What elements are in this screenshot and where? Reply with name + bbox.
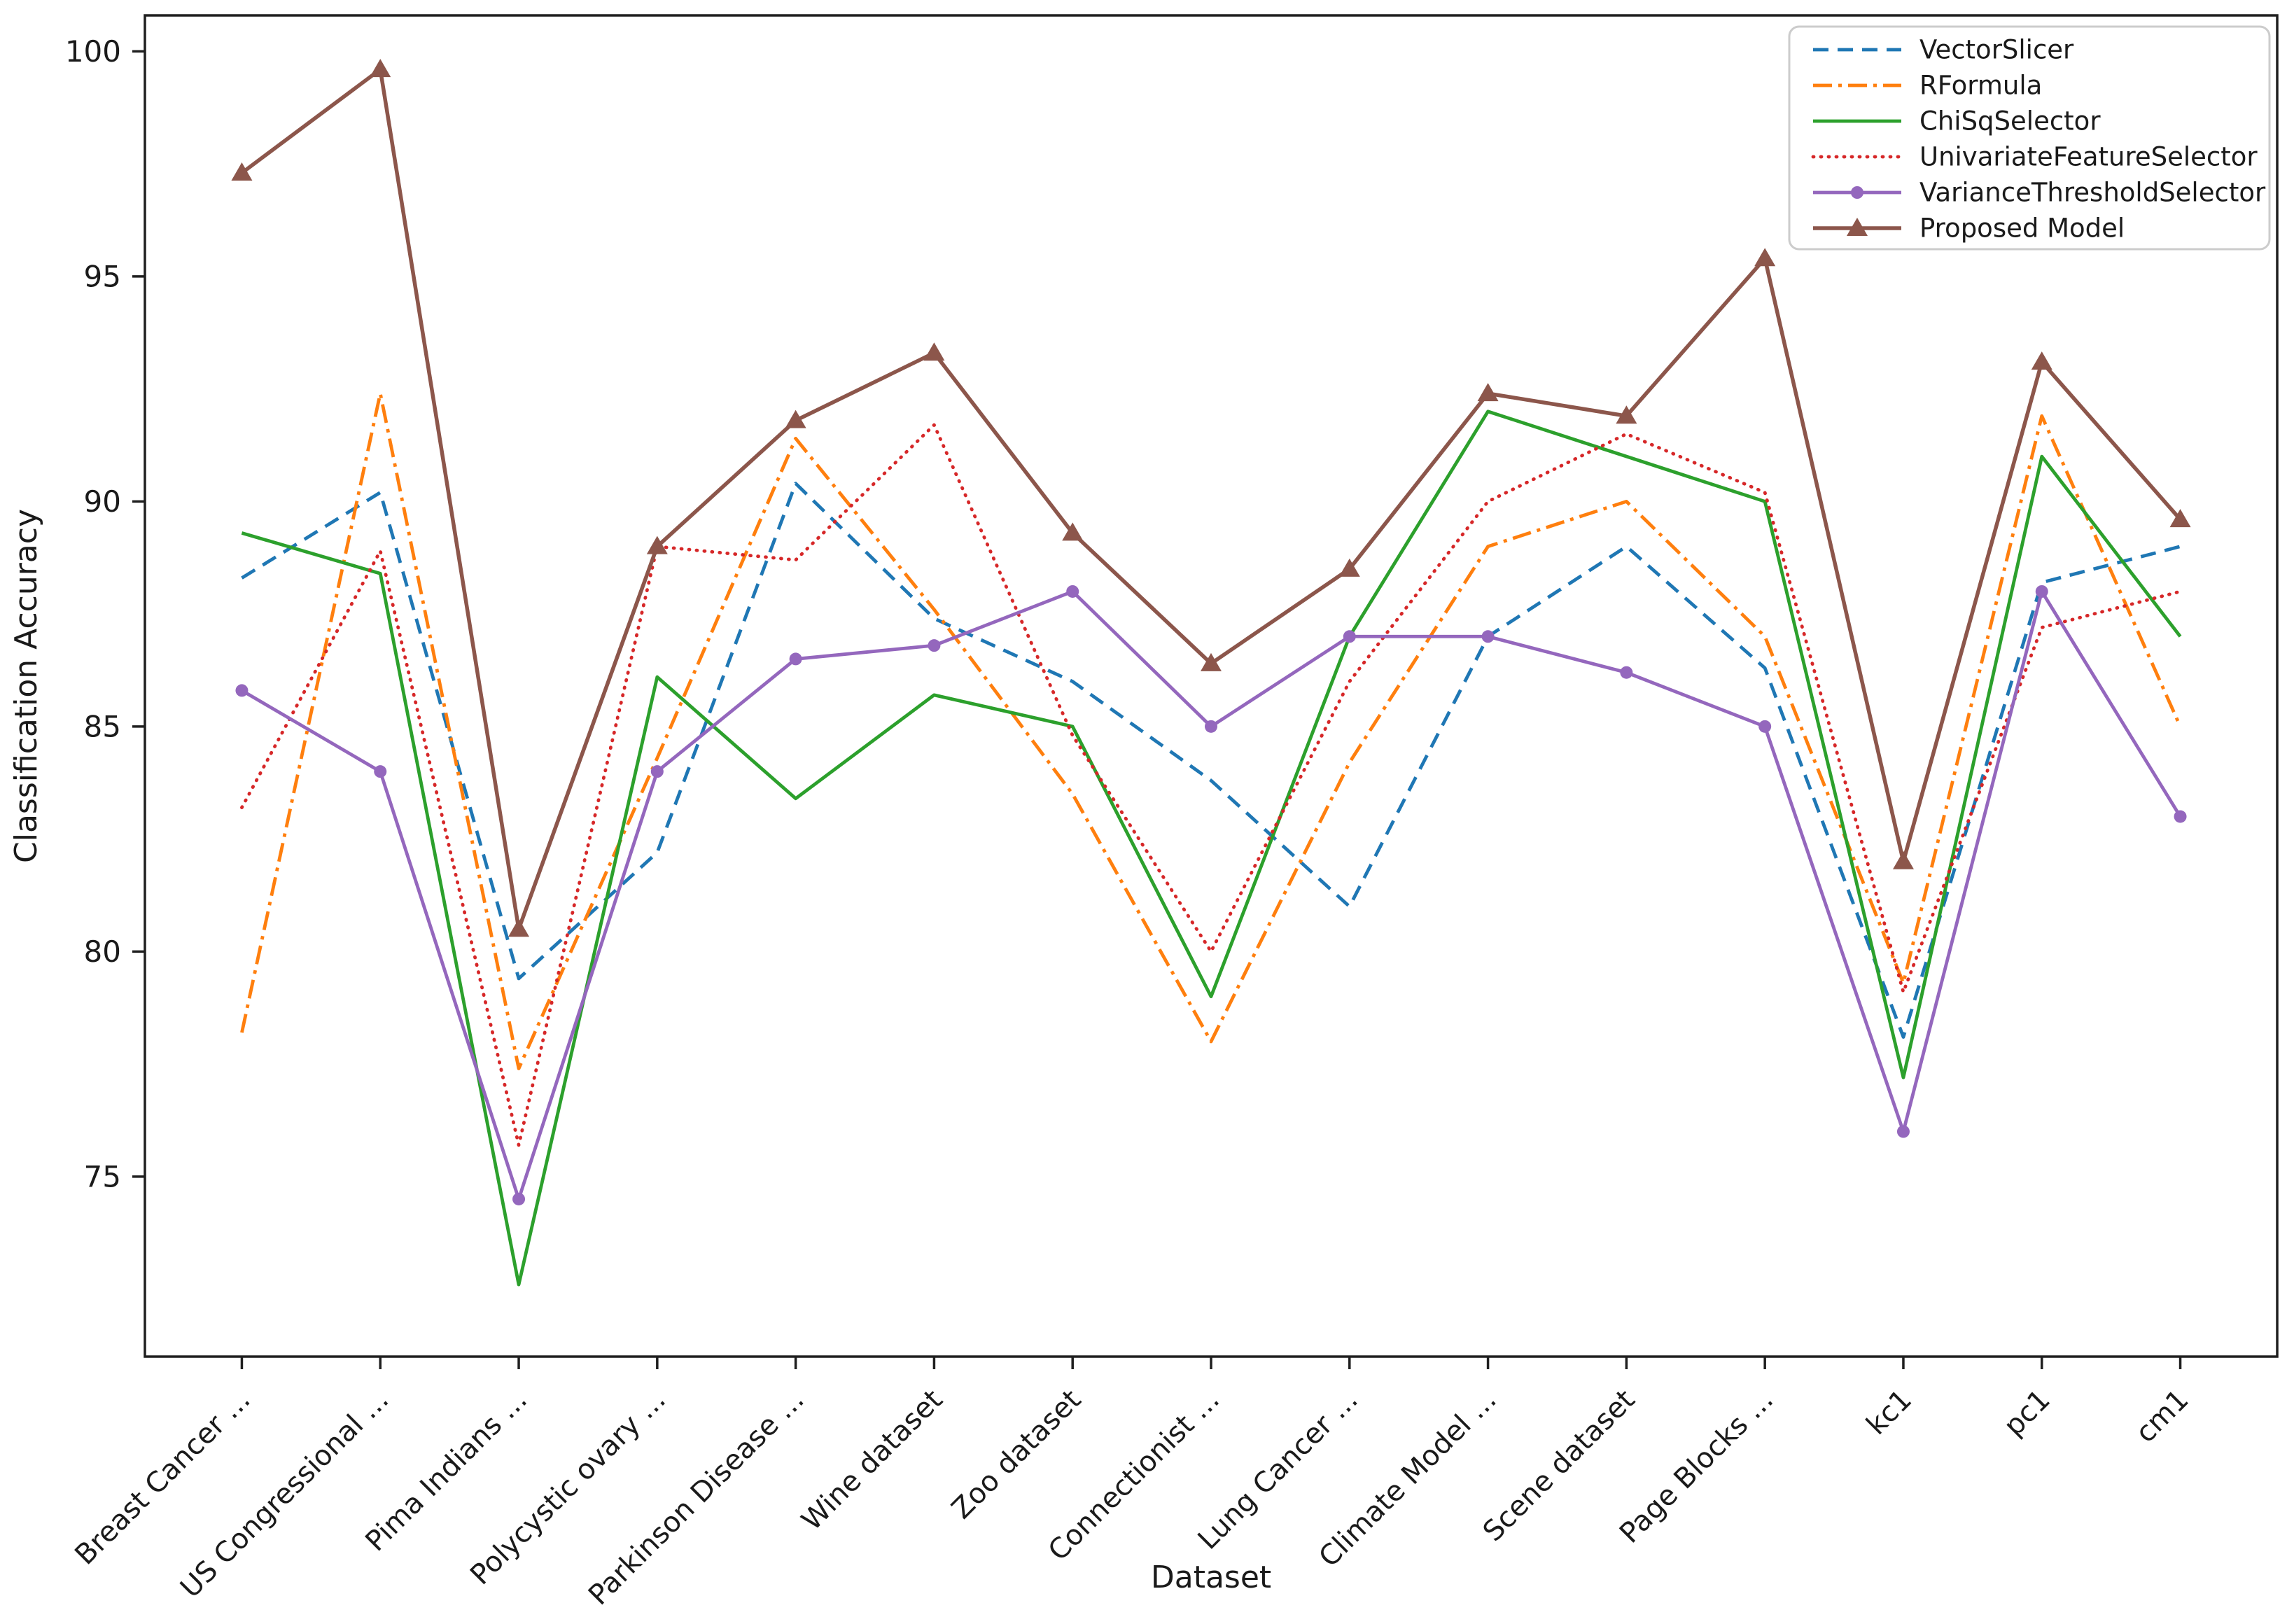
- series-line-UnivariateFeatureSelector: [240, 423, 2182, 1147]
- series-marker-VarianceThresholdSelector: [1896, 1125, 1910, 1138]
- series-marker-VarianceThresholdSelector: [1620, 666, 1633, 679]
- series-marker-VarianceThresholdSelector: [1066, 584, 1079, 598]
- legend-box: [1788, 25, 2271, 251]
- y-tick-label: 75: [84, 1159, 121, 1194]
- series-marker-VarianceThresholdSelector: [1343, 630, 1356, 643]
- legend-item-label: Proposed Model: [1919, 214, 2125, 244]
- series-marker-Proposed Model: [923, 342, 945, 361]
- x-axis-title: Dataset: [1151, 1560, 1271, 1595]
- series-marker-VarianceThresholdSelector: [1758, 720, 1772, 733]
- series-marker-VarianceThresholdSelector: [235, 684, 249, 697]
- series-marker-Proposed Model: [1338, 558, 1360, 577]
- series-marker-VarianceThresholdSelector: [928, 639, 941, 652]
- series-marker-Proposed Model: [1754, 248, 1776, 267]
- y-tick-label: 95: [84, 259, 121, 293]
- series-marker-VarianceThresholdSelector: [512, 1192, 526, 1205]
- y-tick-label: 100: [65, 34, 121, 69]
- series-marker-Proposed Model: [1477, 383, 1499, 402]
- legend-item-label: VarianceThresholdSelector: [1919, 178, 2266, 208]
- series-line-VectorSlicer: [241, 482, 2181, 1039]
- series-marker-Proposed Model: [370, 59, 391, 78]
- y-tick-label: 85: [84, 709, 121, 743]
- series-line-ChiSqSelector: [241, 410, 2182, 1287]
- legend-item-label: VectorSlicer: [1919, 35, 2074, 65]
- legend-sample-marker-Proposed Model: [1847, 218, 1868, 236]
- series-marker-VarianceThresholdSelector: [789, 652, 802, 666]
- series-marker-Proposed Model: [1201, 652, 1222, 671]
- legend-item-label: UnivariateFeatureSelector: [1919, 142, 2258, 172]
- series-marker-Proposed Model: [2031, 351, 2052, 370]
- legend-item-label: RFormula: [1919, 71, 2042, 101]
- series-marker-Proposed Model: [1616, 405, 1637, 424]
- series-line-RFormula: [240, 391, 2182, 1070]
- series-marker-Proposed Model: [2169, 509, 2191, 528]
- series-marker-Proposed Model: [231, 162, 253, 181]
- series-marker-Proposed Model: [646, 536, 668, 554]
- series-marker-Proposed Model: [1062, 522, 1084, 541]
- series-marker-VarianceThresholdSelector: [2035, 584, 2048, 598]
- y-tick-label: 90: [84, 484, 121, 519]
- series-marker-VarianceThresholdSelector: [1205, 720, 1217, 733]
- legend-sample-marker-VarianceThresholdSelector: [1851, 186, 1863, 199]
- series-marker-VarianceThresholdSelector: [650, 765, 664, 778]
- series-marker-Proposed Model: [785, 410, 806, 428]
- y-tick-label: 80: [84, 934, 121, 969]
- legend-item-label: ChiSqSelector: [1919, 106, 2101, 136]
- y-axis-title: Classification Accuracy: [8, 509, 44, 863]
- series-marker-Proposed Model: [508, 918, 530, 937]
- series-marker-VarianceThresholdSelector: [374, 765, 387, 778]
- series-marker-VarianceThresholdSelector: [1481, 630, 1495, 643]
- series-marker-Proposed Model: [1892, 850, 1914, 869]
- series-marker-VarianceThresholdSelector: [2174, 810, 2187, 823]
